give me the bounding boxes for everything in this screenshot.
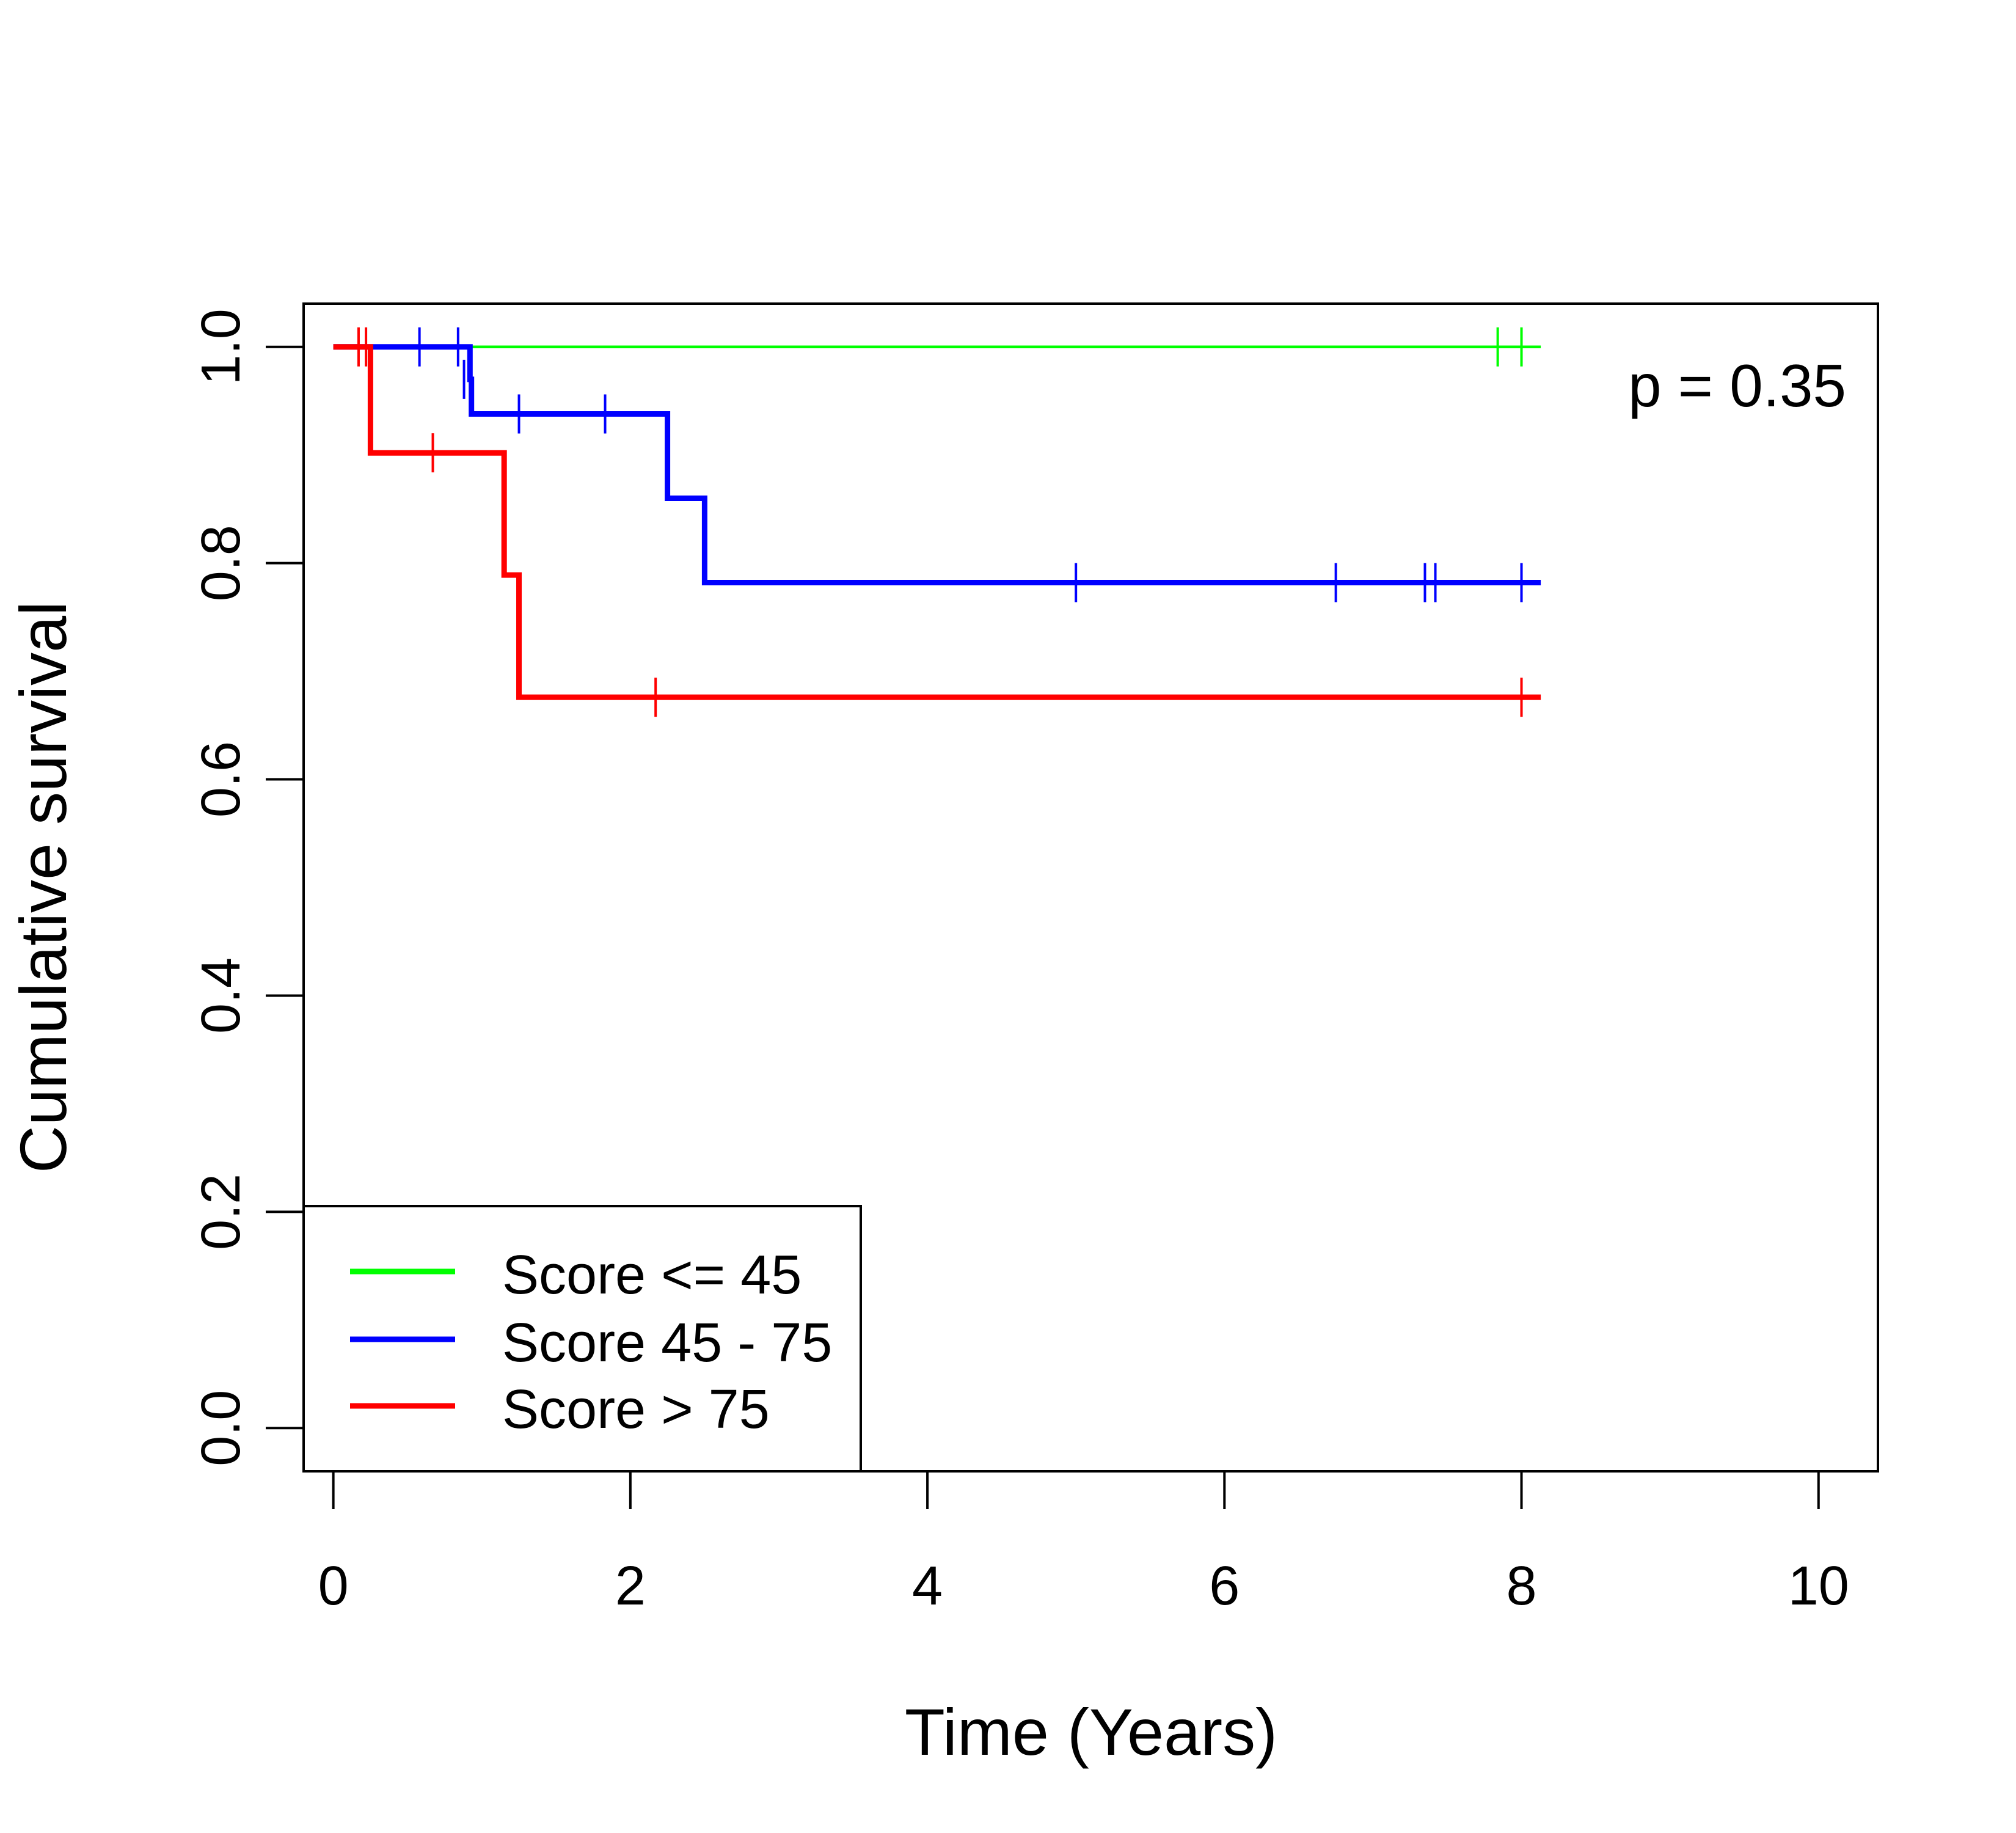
series-2 <box>333 327 1541 602</box>
p-value-annotation: p = 0.35 <box>1628 352 1846 419</box>
x-tick-label: 2 <box>615 1556 646 1617</box>
legend-label-series-2: Score 45 - 75 <box>502 1312 832 1374</box>
y-tick-label: 0.0 <box>191 1390 252 1466</box>
y-tick-label: 1.0 <box>191 309 252 385</box>
legend-label-series-3: Score > 75 <box>502 1379 770 1440</box>
plot-area <box>333 327 1541 717</box>
y-axis-title: Cumulative survival <box>6 601 80 1173</box>
x-tick-label: 0 <box>318 1556 349 1617</box>
y-tick-label: 0.8 <box>191 525 252 601</box>
y-tick-label: 0.4 <box>191 957 252 1034</box>
x-tick-label: 8 <box>1506 1556 1536 1617</box>
survival-curve <box>333 344 1541 585</box>
x-axis-title: Time (Years) <box>905 1695 1277 1769</box>
series-1 <box>333 327 1541 367</box>
survival-curve <box>333 344 1541 700</box>
y-tick-label: 0.2 <box>191 1174 252 1250</box>
x-tick-label: 6 <box>1209 1556 1240 1617</box>
legend-label-series-1: Score <= 45 <box>502 1245 802 1306</box>
x-tick-label: 10 <box>1788 1556 1849 1617</box>
axes: 0 2 4 6 8 10 0.0 0.2 0.4 0.6 0.8 1.0 <box>191 309 1849 1617</box>
legend: Score <= 45 Score 45 - 75 Score > 75 <box>302 1205 862 1473</box>
x-tick-label: 4 <box>912 1556 943 1617</box>
series-3 <box>333 327 1541 717</box>
y-tick-label: 0.6 <box>191 741 252 818</box>
